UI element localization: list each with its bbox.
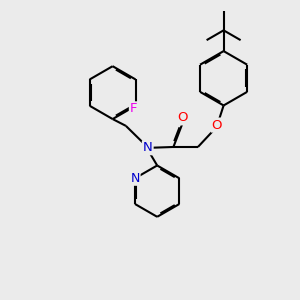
Text: N: N [130, 172, 140, 185]
Text: O: O [178, 111, 188, 124]
Text: F: F [130, 102, 137, 116]
Text: N: N [143, 141, 153, 154]
Text: O: O [212, 118, 222, 132]
